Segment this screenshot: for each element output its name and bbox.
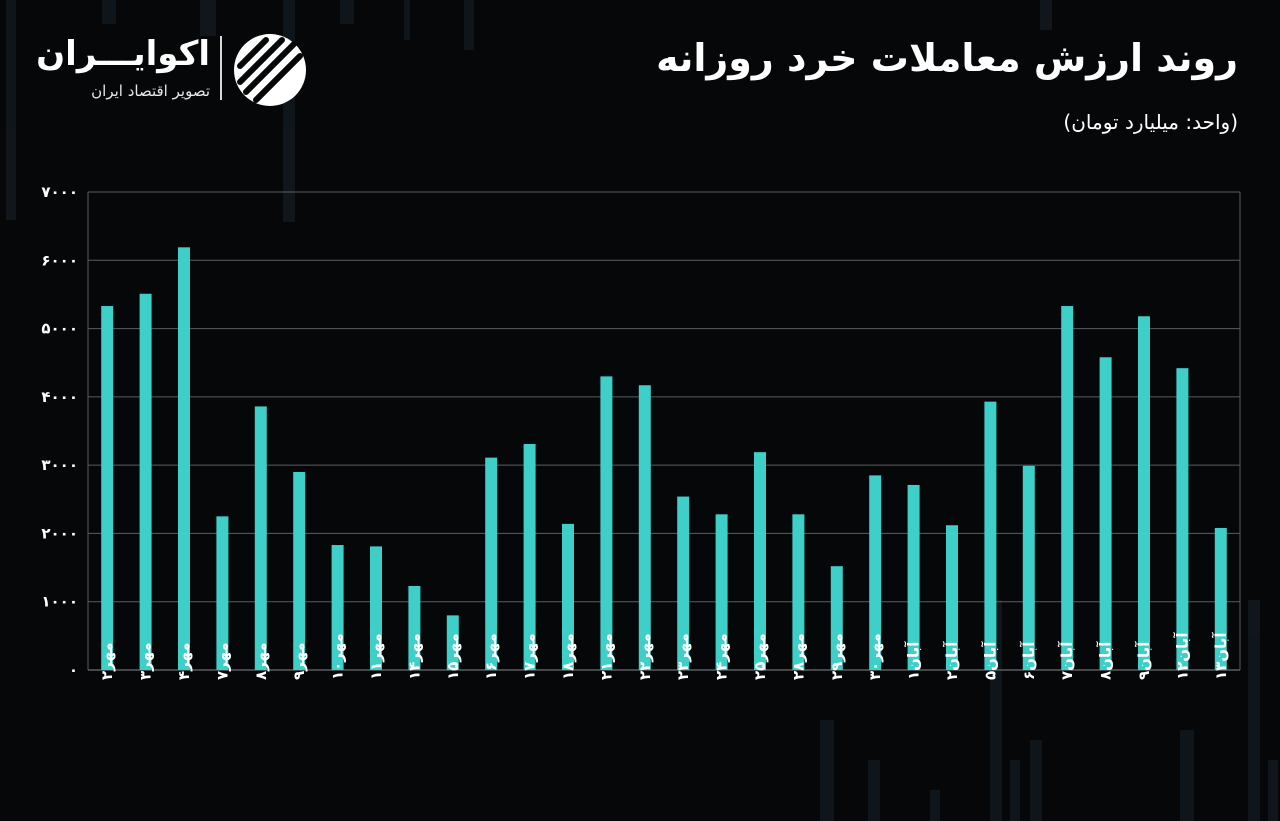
x-tick-label: مهر۳۰	[866, 633, 884, 680]
bar	[1061, 306, 1074, 670]
bar	[408, 586, 421, 670]
x-tick-label: مهر۲۸	[789, 633, 807, 680]
x-tick-label: مهر۹	[290, 642, 308, 680]
x-tick-label: آبان۹	[1135, 641, 1153, 680]
x-tick-label: آبان۶	[1020, 641, 1038, 680]
x-tick-label: مهر۴	[175, 642, 193, 680]
bar	[139, 293, 152, 670]
bar	[562, 523, 574, 670]
bar	[1022, 465, 1035, 670]
y-tick-label: ۴۰۰۰	[41, 388, 78, 406]
bar	[600, 376, 613, 670]
y-tick-label: ۳۰۰۰	[41, 456, 78, 474]
x-tick-label: مهر۲۳	[674, 633, 692, 680]
bar	[1214, 527, 1227, 670]
x-tick-label: مهر۲	[98, 642, 116, 680]
x-tick-label: مهر۲۲	[636, 633, 654, 680]
x-tick-label: آبان۱۳	[1212, 632, 1230, 680]
bar	[869, 475, 882, 670]
bar	[446, 615, 459, 670]
bar	[907, 484, 920, 670]
bar	[638, 385, 651, 670]
bar	[254, 406, 267, 670]
x-tick-label: آبان۸	[1097, 641, 1115, 680]
bar	[677, 496, 690, 670]
bar	[715, 514, 728, 670]
bar	[101, 306, 114, 670]
bar	[331, 545, 344, 670]
chart-unit-subtitle: (واحد: میلیارد تومان)	[1063, 110, 1238, 134]
bar	[984, 401, 997, 670]
x-tick-label: مهر۲۹	[828, 633, 846, 680]
bar	[178, 247, 190, 670]
grid-lines	[87, 191, 1241, 671]
x-tick-label: مهر۱۶	[482, 633, 500, 680]
bar	[946, 525, 958, 670]
bars	[101, 247, 1227, 670]
brand-name: اکوایـــران	[36, 34, 210, 74]
x-axis-ticks: مهر۲ مهر۳ مهر۴ مهر۷ مهر۸ مهر۹ مهر۱۰ مهر۱۱ مهر۱۴ م…	[98, 632, 1230, 680]
x-tick-label: آبان۵	[981, 641, 999, 680]
bar	[1099, 357, 1112, 670]
bar	[293, 471, 306, 670]
bar	[370, 546, 382, 670]
x-tick-label: مهر۱۰	[329, 633, 347, 680]
x-tick-label: آبان۷	[1058, 641, 1076, 680]
x-tick-label: مهر۸	[252, 642, 270, 680]
bar	[1138, 316, 1150, 670]
x-tick-label: مهر۲۵	[751, 633, 769, 680]
y-tick-label: ۰	[69, 661, 78, 679]
y-tick-label: ۵۰۰۰	[41, 320, 78, 338]
y-tick-label: ۲۰۰۰	[41, 524, 78, 542]
bar	[1176, 368, 1189, 670]
x-tick-label: مهر۳	[137, 642, 155, 680]
x-tick-label: مهر۱۷	[521, 633, 539, 680]
brand-logo[interactable]: اکوایـــران تصویر اقتصاد ایران	[36, 30, 320, 110]
x-tick-label: آبان۲	[943, 641, 961, 680]
x-tick-label: مهر۱۸	[559, 633, 577, 680]
x-tick-label: آبان۱۲	[1173, 632, 1191, 680]
x-tick-label: مهر۱۴	[405, 633, 423, 680]
x-tick-label: آبان۱	[905, 641, 923, 680]
x-tick-label: مهر۱۵	[444, 633, 462, 680]
y-tick-label: ۶۰۰۰	[41, 251, 78, 269]
bar	[485, 457, 498, 670]
x-tick-label: مهر۲۴	[713, 633, 731, 680]
x-tick-label: مهر۲۱	[597, 633, 615, 680]
bar	[792, 514, 805, 670]
x-tick-label: مهر۷	[213, 642, 231, 680]
chart-title: روند ارزش معاملات خرد روزانه	[656, 36, 1238, 80]
bar	[523, 443, 536, 670]
bar	[754, 452, 766, 670]
y-tick-label: ۱۰۰۰	[41, 593, 78, 611]
y-tick-label: ۷۰۰۰	[41, 183, 78, 201]
bar	[216, 516, 229, 670]
bar	[830, 566, 843, 670]
logo-divider	[220, 36, 222, 100]
x-tick-label: مهر۱۱	[367, 633, 385, 680]
brand-tagline: تصویر اقتصاد ایران	[91, 82, 210, 100]
ecoiran-stripes-logo-icon	[234, 34, 306, 106]
y-axis-ticks: ۰ ۱۰۰۰ ۲۰۰۰ ۳۰۰۰ ۴۰۰۰ ۵۰۰۰ ۶۰۰۰ ۷۰۰۰	[41, 183, 78, 679]
